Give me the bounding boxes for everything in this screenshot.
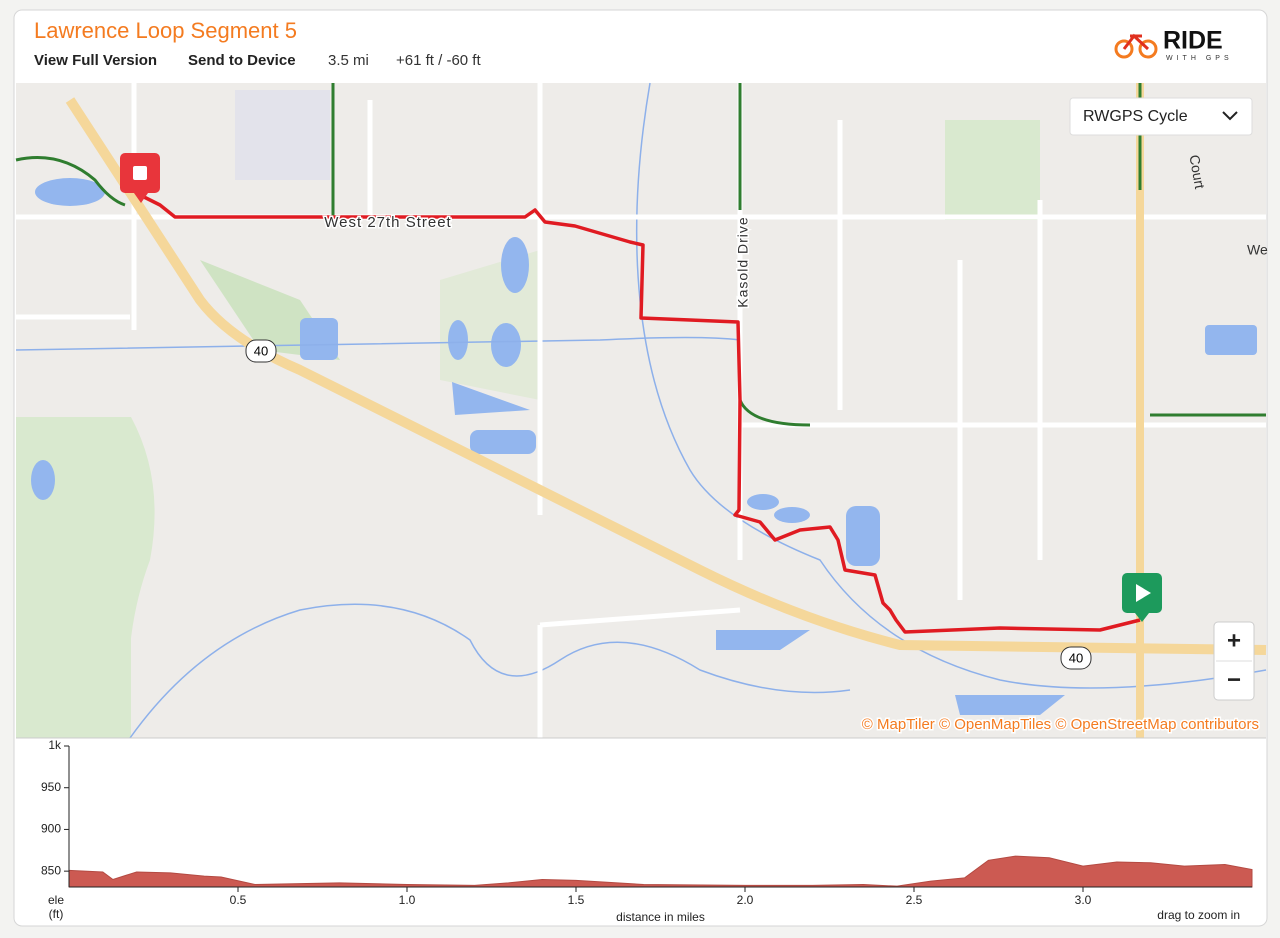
route [139, 193, 1141, 634]
y-tick-label: 1k [48, 738, 62, 752]
attribution[interactable]: © MapTiler © OpenMapTiles © OpenStreetMa… [860, 714, 1260, 734]
end-marker[interactable] [120, 153, 160, 203]
park [128, 417, 155, 738]
street-label: West 27th Street [324, 214, 451, 231]
y-tick-label: 950 [41, 780, 61, 794]
street-label: Court [1186, 154, 1208, 191]
y-axis-label: (ft) [49, 907, 64, 921]
logo-frame [1122, 33, 1150, 51]
title: Lawrence Loop Segment 5 [34, 18, 297, 43]
layer-name: RWGPS Cycle [1083, 108, 1188, 125]
logo-wheel [1114, 39, 1134, 59]
zoom-out[interactable]: − [1227, 666, 1241, 693]
link[interactable]: Send to Device [188, 52, 296, 69]
x-tick-label: 3.0 [1075, 893, 1092, 907]
elevation-gain: +61 ft / -60 ft [396, 52, 481, 69]
y-tick-label: 900 [41, 822, 61, 836]
zoom-in[interactable]: + [1227, 627, 1241, 654]
x-axis-label: distance in miles [616, 910, 705, 924]
start-marker[interactable] [1122, 573, 1162, 622]
x-tick-label: 2.5 [906, 893, 923, 907]
layer-select[interactable]: RWGPS Cycle [1069, 97, 1253, 136]
map-bg [16, 83, 1266, 738]
zoom-hint: drag to zoom in [1157, 908, 1240, 922]
logo[interactable]: RIDE WITH GPS [1114, 27, 1233, 62]
shield [1060, 646, 1092, 670]
x-tick-label: 2.0 [737, 893, 754, 907]
shield-label: 40 [254, 343, 268, 358]
stream [15, 82, 1267, 739]
y-axis-label: ele [48, 893, 64, 907]
y-tick-label: 850 [41, 863, 61, 877]
elevation-chart[interactable]: 850 900 950 1k 0.5 1.0 1.5 2.0 2.5 3.0 ele(ft) dist… [41, 738, 1253, 924]
map[interactable]: West 27th Street Kasold Drive Court We 4… [15, 82, 1268, 739]
distance: 3.5 mi [328, 52, 369, 69]
x-tick-label: 0.5 [230, 893, 247, 907]
street-label: We [1247, 242, 1268, 258]
park [16, 417, 131, 738]
logo-wheel [1138, 39, 1158, 59]
x-tick-label: 1.5 [568, 893, 585, 907]
elevation-area [68, 855, 1253, 888]
water [31, 178, 1257, 715]
shield [245, 339, 277, 363]
logo-tagline: WITH GPS [1166, 55, 1233, 62]
logo-text: RIDE [1163, 27, 1223, 55]
highway [65, 97, 1267, 655]
link[interactable]: View Full Version [34, 52, 157, 69]
street-label: Kasold Drive [735, 216, 751, 307]
campus [235, 90, 330, 180]
x-tick-label: 1.0 [399, 893, 416, 907]
park [945, 120, 1040, 220]
shield-label: 40 [1069, 650, 1083, 665]
bike-path [15, 83, 1266, 427]
